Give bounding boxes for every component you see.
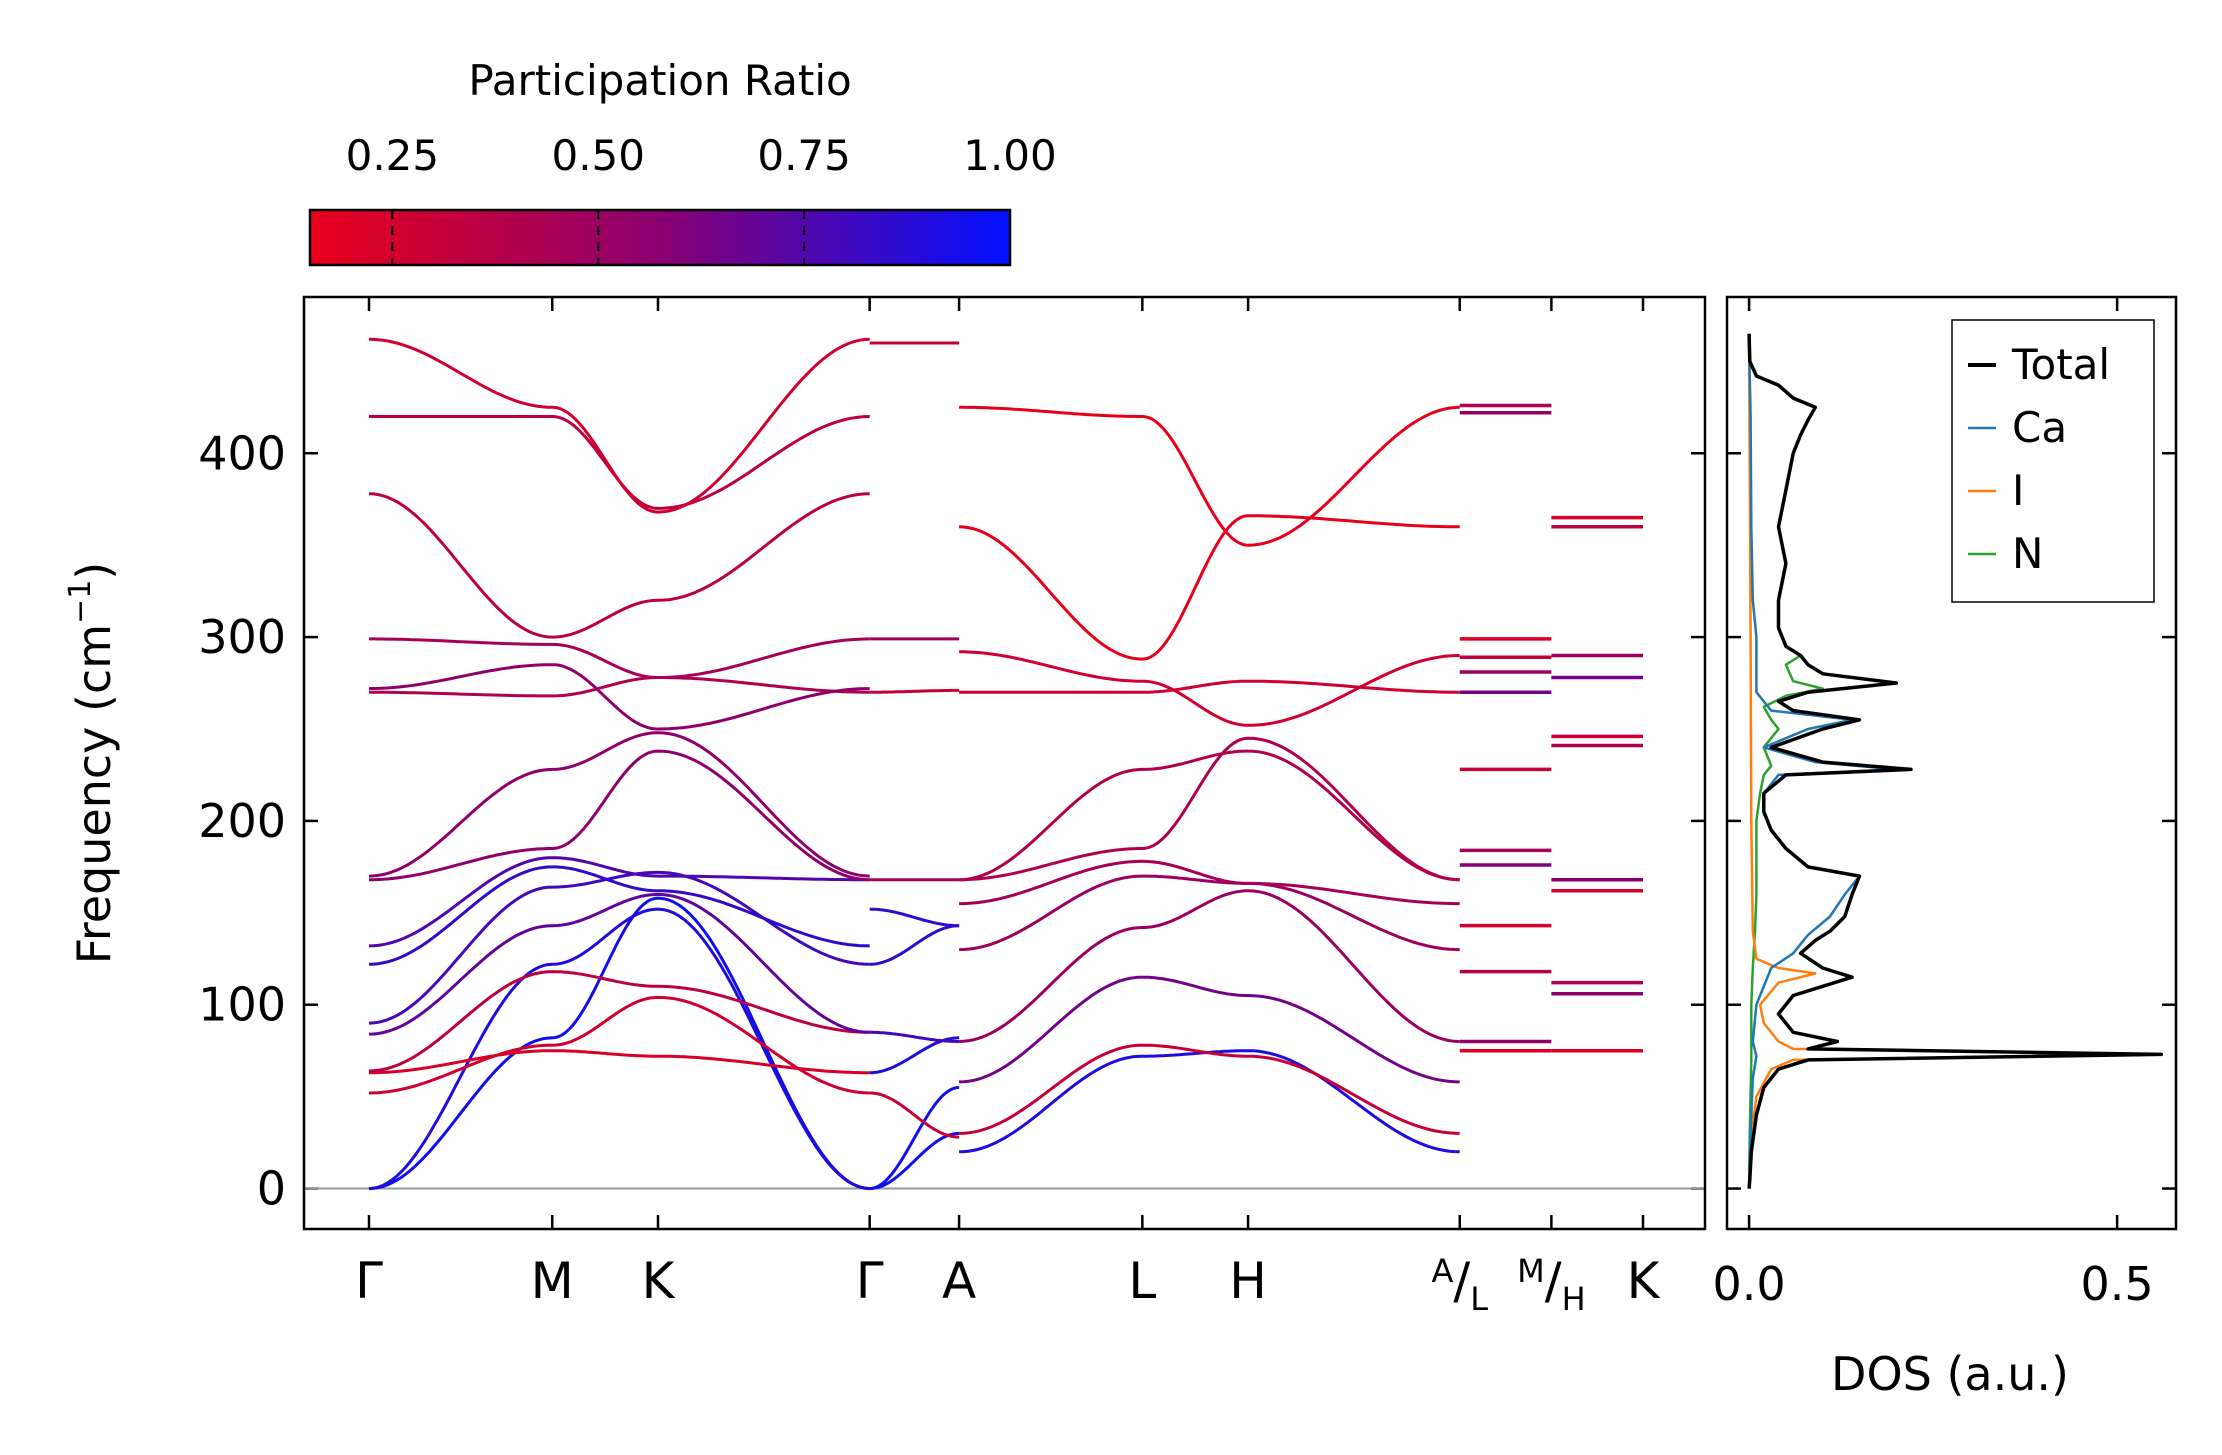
dos-legend: Total Ca IN: [1951, 319, 2155, 603]
band-line: [869, 1030, 960, 1043]
k-point-labels: Γ M K Γ A L H KA/LM/H: [355, 1252, 1661, 1318]
dos-panel: 0.0 0.5 DOS (a.u.) Total Ca IN: [1713, 295, 2178, 1401]
band-y-tick-label: 400: [198, 426, 286, 480]
band-line: [959, 679, 1460, 694]
k-point-label: Γ: [355, 1252, 383, 1310]
band-line: [368, 337, 870, 514]
band-line: [959, 889, 1460, 1043]
band-line: [369, 415, 870, 510]
band-line: [869, 924, 960, 966]
dos-lines: [1747, 333, 2164, 1189]
band-line: [959, 405, 1460, 547]
band-line: [368, 995, 870, 1095]
k-point-label: M: [531, 1252, 574, 1310]
band-line: [368, 865, 870, 966]
band-line: [959, 1049, 1460, 1154]
band-y-ticks: [304, 452, 1705, 1190]
k-point-label: M/H: [1517, 1252, 1586, 1318]
band-line: [368, 970, 870, 1073]
legend-entry: Total: [2011, 340, 2110, 389]
band-line: [368, 663, 870, 731]
band-line: [368, 870, 870, 1025]
band-line: [368, 896, 870, 1191]
band-line: [959, 650, 1460, 727]
k-point-label: K: [1627, 1252, 1661, 1310]
k-point-label: A: [942, 1252, 976, 1310]
band-y-tick-label: 0: [257, 1162, 286, 1216]
band-x-ticks: [367, 297, 1645, 1229]
band-line: [959, 749, 1460, 882]
dos-x-tick-label: 0.5: [2081, 1257, 2154, 1311]
dos-x-tick-labels: 0.0 0.5: [1713, 1257, 2154, 1311]
k-point-label: K: [642, 1252, 676, 1310]
band-line: [959, 736, 1460, 882]
band-line: [959, 1043, 1460, 1135]
band-line: [869, 1036, 960, 1075]
band-y-tick-label: 300: [198, 610, 286, 664]
k-point-label: H: [1229, 1252, 1267, 1310]
colorbar-tick-label: 1.00: [963, 131, 1057, 180]
band-lines: [368, 337, 1643, 1191]
band-line: [369, 637, 870, 679]
colorbar-title: Participation Ratio: [468, 56, 851, 105]
dos-frame: [1725, 295, 2178, 1231]
band-line: [959, 975, 1460, 1084]
colorbar-tick-labels: 0.25 0.50 0.75 1.00: [346, 131, 1057, 180]
band-line: [869, 1091, 960, 1139]
band-line: [368, 907, 870, 1191]
band-y-axis-label: Frequency (cm−1): [63, 562, 121, 965]
colorbar-tick-label: 0.50: [551, 131, 645, 180]
band-line: [369, 1049, 870, 1075]
band-line: [959, 874, 1460, 952]
band-line: [369, 749, 870, 882]
legend-entry: I: [2012, 466, 2024, 515]
band-line: [869, 1131, 960, 1191]
k-point-label: L: [1128, 1252, 1156, 1310]
band-line: [959, 859, 1460, 906]
legend-entry: N: [2012, 529, 2043, 578]
band-line: [368, 731, 870, 878]
dos-series-total: [1747, 333, 2164, 1189]
band-line: [959, 514, 1460, 661]
band-y-tick-label: 100: [198, 978, 286, 1032]
dos-x-ticks: [1747, 297, 2119, 1229]
band-line: [869, 1086, 960, 1191]
k-point-label: A/L: [1431, 1252, 1488, 1318]
band-y-tick-label: 200: [198, 794, 286, 848]
band-frame: [302, 295, 1707, 1231]
colorbar-gradient: [308, 208, 1012, 267]
legend-entry: Ca: [2012, 403, 2067, 452]
colorbar-tick-label: 0.25: [346, 131, 440, 180]
band-line: [869, 907, 960, 928]
dos-series-i: [1747, 342, 2156, 1189]
band-line: [869, 688, 960, 694]
k-point-label: Γ: [856, 1252, 884, 1310]
colorbar: Participation Ratio 0.25 0.50 0.75 1.00: [308, 56, 1057, 267]
dos-x-tick-label: 0.0: [1713, 1257, 1786, 1311]
dos-y-ticks: [1727, 452, 2176, 1190]
band-y-tick-labels: 0 100 200 300 400: [198, 426, 286, 1215]
colorbar-tick-label: 0.75: [757, 131, 851, 180]
band-line: [368, 492, 870, 639]
dos-x-axis-label: DOS (a.u.): [1831, 1347, 2069, 1401]
band-line: [369, 676, 870, 698]
band-line: [368, 856, 870, 948]
band-line: [368, 892, 870, 1036]
